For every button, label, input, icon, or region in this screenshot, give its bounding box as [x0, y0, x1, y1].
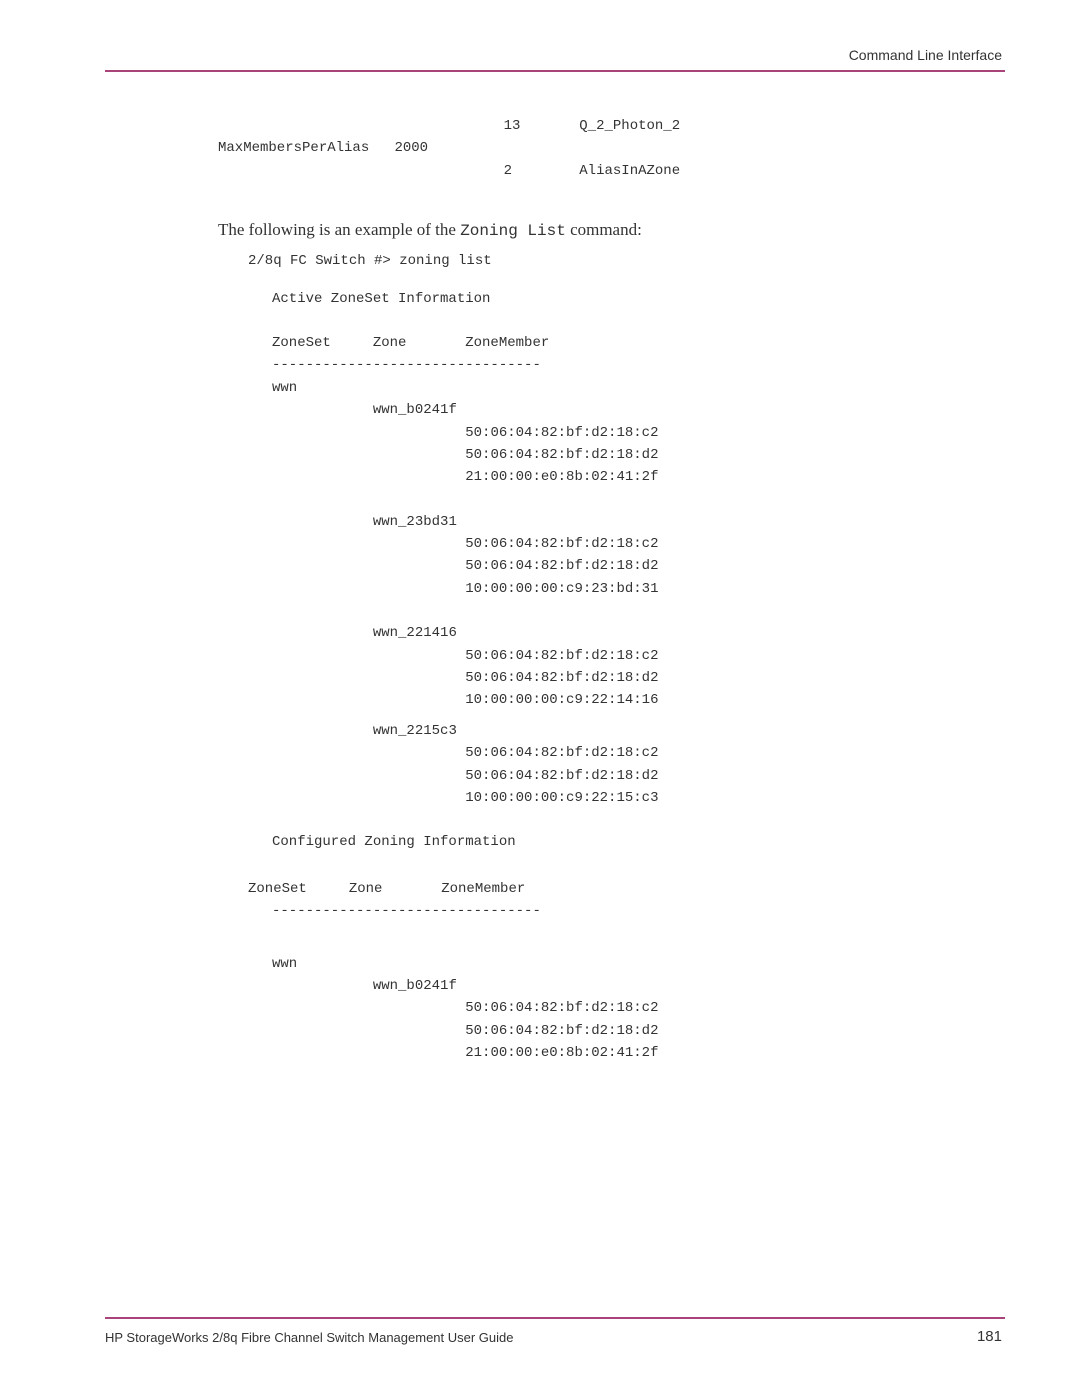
zone-member: 21:00:00:e0:8b:02:41:2f [272, 466, 1005, 488]
zone-member: 10:00:00:00:c9:22:15:c3 [272, 787, 1005, 809]
configured-column-headers: ZoneSet Zone ZoneMember [248, 878, 1005, 900]
zone-member: 10:00:00:00:c9:22:14:16 [272, 689, 1005, 711]
header-divider [105, 70, 1005, 72]
zone-member: 50:06:04:82:bf:d2:18:d2 [272, 667, 1005, 689]
header-section-title: Command Line Interface [849, 47, 1002, 63]
zoneset-root: wwn [272, 377, 1005, 399]
zone-member: 50:06:04:82:bf:d2:18:c2 [272, 533, 1005, 555]
zone-member: 50:06:04:82:bf:d2:18:d2 [272, 1020, 1005, 1042]
intro-text: The following is an example of the Zonin… [218, 220, 1005, 240]
zone-name: wwn_23bd31 [272, 511, 1005, 533]
zone-member: 50:06:04:82:bf:d2:18:d2 [272, 555, 1005, 577]
column-headers: ZoneSet Zone ZoneMember [272, 332, 1005, 354]
active-heading: Active ZoneSet Information [272, 288, 1005, 310]
zone-member: 50:06:04:82:bf:d2:18:d2 [272, 765, 1005, 787]
footer-guide-name: HP StorageWorks 2/8q Fibre Channel Switc… [105, 1330, 514, 1345]
zone-name: wwn_221416 [272, 622, 1005, 644]
page-number: 181 [977, 1328, 1002, 1345]
zone-name: wwn_b0241f [272, 399, 1005, 421]
divider-line: -------------------------------- [272, 354, 1005, 376]
zone-member: 50:06:04:82:bf:d2:18:c2 [272, 422, 1005, 444]
configured-divider: -------------------------------- [272, 900, 1005, 922]
zone-member: 50:06:04:82:bf:d2:18:c2 [272, 645, 1005, 667]
configured-heading: Configured Zoning Information [272, 831, 1005, 853]
zone-member: 50:06:04:82:bf:d2:18:c2 [272, 997, 1005, 1019]
page-content: 13 Q_2_Photon_2 MaxMembersPerAlias 2000 … [218, 115, 1005, 1065]
zone-name: wwn_b0241f [272, 975, 1005, 997]
zone-member: 10:00:00:00:c9:23:bd:31 [272, 578, 1005, 600]
zone-member: 50:06:04:82:bf:d2:18:d2 [272, 444, 1005, 466]
zone-member: 21:00:00:e0:8b:02:41:2f [272, 1042, 1005, 1064]
zone-member: 50:06:04:82:bf:d2:18:c2 [272, 742, 1005, 764]
top-line-3: 2 AliasInAZone [218, 160, 1005, 182]
configured-zoneset-root: wwn [272, 953, 1005, 975]
footer-divider [105, 1317, 1005, 1319]
top-line-1: 13 Q_2_Photon_2 [218, 115, 1005, 137]
command-prompt: 2/8q FC Switch #> zoning list [248, 250, 1005, 272]
top-line-2: MaxMembersPerAlias 2000 [218, 137, 1005, 159]
zone-name: wwn_2215c3 [272, 720, 1005, 742]
